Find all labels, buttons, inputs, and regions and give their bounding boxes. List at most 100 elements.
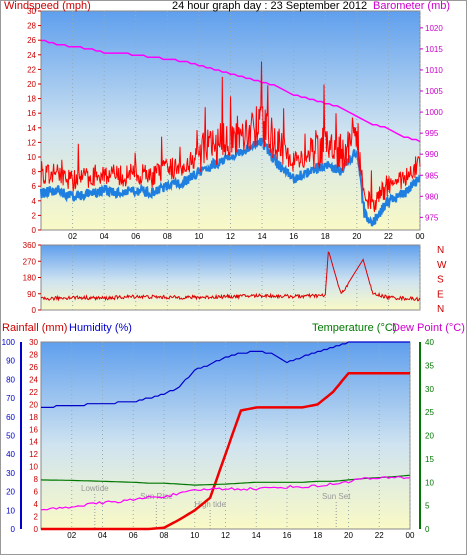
rainfall-tick-label: 20	[29, 400, 38, 409]
temperature-tick-label: 30	[425, 385, 434, 394]
wind-panel-series	[39, 39, 421, 227]
rain-panel-series	[40, 341, 411, 531]
windspeed-tick-label: 18	[27, 95, 36, 104]
annotation-label: Lowtide	[81, 484, 109, 493]
compass-point-label: N	[437, 245, 444, 256]
rainfall-tick-label: 2	[34, 513, 39, 522]
windspeed-tick-label: 6	[32, 182, 37, 191]
wind-x-tick-label: 14	[258, 232, 267, 241]
barometer-tick-label: 1015	[425, 45, 443, 54]
rain-panel-x-axis-ticks: 02 04 06 08 10 12 14 16 18 20 22 00	[67, 531, 415, 540]
windspeed-tick-label: 0	[32, 226, 37, 235]
rainfall-tick-label: 18	[29, 413, 38, 422]
windspeed-tick-label: 20	[27, 80, 36, 89]
barometer-axis-ticks: 975 980 985 990 995 1000 1005 1010 1015 1020	[420, 24, 443, 222]
annotation-label: High tide	[194, 500, 226, 509]
wind-x-tick-label: 00	[416, 232, 425, 241]
direction-degree-label: 90	[27, 290, 36, 299]
windspeed-tick-label: 2	[32, 211, 37, 220]
humidity-tick-label: 70	[6, 394, 15, 403]
dewpoint-axis-label: Dew Point (°C)	[392, 322, 465, 334]
barometer-series-line	[41, 39, 421, 143]
humidity-tick-label: 0	[11, 525, 16, 534]
barometer-tick-label: 980	[425, 192, 439, 201]
rainfall-tick-label: 26	[29, 363, 38, 372]
humidity-tick-label: 10	[6, 506, 15, 515]
wind-panel-x-axis-ticks: 02 04 06 08 10 12 14 16 18 20 22 00	[68, 232, 425, 241]
wind-x-tick-label: 20	[352, 232, 361, 241]
temperature-tick-label: 20	[425, 432, 434, 441]
humidity-axis-label: Humidity (%)	[69, 322, 132, 334]
rain-x-tick-label: 16	[283, 531, 292, 540]
wind-x-tick-label: 16	[289, 232, 298, 241]
temperature-tick-label: 0	[425, 525, 430, 534]
temperature-tick-label: 35	[425, 361, 434, 370]
barometer-tick-label: 995	[425, 129, 439, 138]
direction-degree-label: 180	[23, 274, 37, 283]
barometer-tick-label: 975	[425, 213, 439, 222]
humidity-axis-ticks: 0 10 20 30 40 50 60 70 80 90 100	[2, 338, 22, 534]
temperature-tick-label: 40	[425, 338, 434, 347]
direction-axis-degrees: 0 90 180 270 360	[23, 241, 41, 315]
windspeed-tick-label: 10	[27, 153, 36, 162]
rain-x-tick-label: 18	[313, 531, 322, 540]
rain-x-tick-label: 22	[375, 531, 384, 540]
direction-degree-label: 0	[32, 306, 37, 315]
rainfall-tick-label: 22	[29, 388, 38, 397]
rainfall-axis-label: Rainfall (mm)	[2, 322, 67, 334]
windspeed-tick-label: 24	[27, 51, 36, 60]
humidity-tick-label: 50	[6, 432, 15, 441]
humidity-tick-label: 60	[6, 413, 15, 422]
compass-point-label: N	[437, 304, 444, 315]
humidity-tick-label: 30	[6, 469, 15, 478]
windspeed-tick-label: 8	[32, 168, 37, 177]
barometer-tick-label: 1010	[425, 66, 443, 75]
rainfall-series-line	[41, 371, 410, 531]
humidity-tick-label: 40	[6, 450, 15, 459]
windspeed-series-line	[40, 61, 421, 213]
temperature-tick-label: 25	[425, 408, 434, 417]
windspeed-tick-label: 16	[27, 109, 36, 118]
compass-point-label: W	[437, 260, 447, 271]
rain-x-tick-label: 06	[129, 531, 138, 540]
wind-x-tick-label: 22	[384, 232, 393, 241]
humidity-tick-label: 90	[6, 357, 15, 366]
temperature-axis-ticks: 0 5 10 15 20 25 30 35 40	[419, 338, 434, 534]
wind-x-tick-label: 02	[68, 232, 77, 241]
rainfall-tick-label: 16	[29, 425, 38, 434]
humidity-tick-label: 80	[6, 375, 15, 384]
barometer-tick-label: 985	[425, 171, 439, 180]
direction-degree-label: 270	[23, 257, 37, 266]
rainfall-tick-label: 4	[34, 500, 39, 509]
windspeed-tick-label: 22	[27, 65, 36, 74]
temperature-tick-label: 10	[425, 478, 434, 487]
rainfall-tick-label: 6	[34, 488, 39, 497]
temperature-axis-label: Temperature (°C)	[312, 322, 396, 334]
barometer-tick-label: 990	[425, 150, 439, 159]
windspeed-tick-label: 28	[27, 22, 36, 31]
windspeed-tick-label: 4	[32, 197, 37, 206]
wind-x-tick-label: 04	[100, 232, 109, 241]
temperature-tick-label: 5	[425, 502, 430, 511]
windspeed-axis-label: Windspeed (mph)	[4, 1, 91, 12]
windspeed-tick-label: 30	[27, 7, 36, 16]
rainfall-tick-label: 14	[29, 438, 38, 447]
rainfall-tick-label: 8	[34, 475, 39, 484]
rain-x-tick-label: 08	[160, 531, 169, 540]
rain-x-tick-label: 14	[252, 531, 261, 540]
rainfall-tick-label: 0	[34, 525, 39, 534]
humidity-tick-label: 20	[6, 488, 15, 497]
barometer-tick-label: 1020	[425, 24, 443, 33]
rainfall-tick-label: 28	[29, 350, 38, 359]
rainfall-tick-label: 10	[29, 463, 38, 472]
rain-x-tick-label: 12	[221, 531, 230, 540]
wind-x-tick-label: 10	[194, 232, 203, 241]
wind-x-tick-label: 12	[226, 232, 235, 241]
wind-x-tick-label: 06	[131, 232, 140, 241]
wind-x-tick-label: 08	[163, 232, 172, 241]
